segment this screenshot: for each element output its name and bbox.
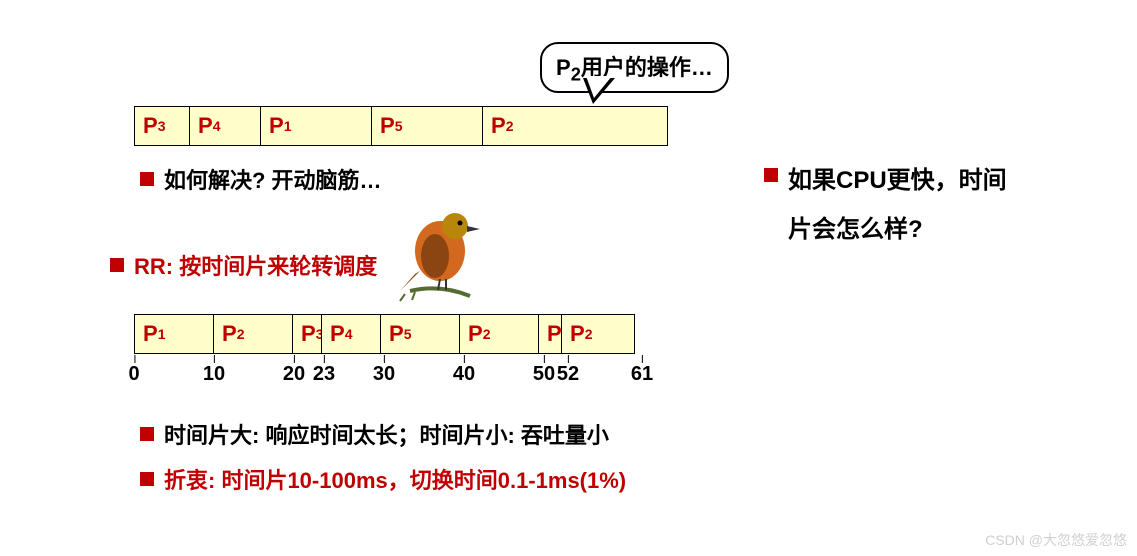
timeline-cell: P5 (371, 106, 483, 146)
speech-bubble-tail (583, 78, 615, 104)
bird-illustration (390, 196, 490, 306)
bullet-text: 时间片大: 响应时间太长；时间片小: 吞吐量小 (164, 418, 609, 450)
bullet-icon (140, 472, 154, 486)
bubble-text: P2用户的操作… (556, 55, 713, 80)
bullet-compromise: 折衷: 时间片10-100ms，切换时间0.1-1ms(1%) (140, 463, 626, 495)
side-note: 如果CPU更快，时间 片会怎么样? (764, 160, 1007, 244)
tick-label: 52 (557, 363, 579, 386)
timeline-cell: P5 (538, 314, 562, 354)
tick-label: 10 (203, 363, 225, 386)
bullet-icon (140, 172, 154, 186)
bullet-text: RR: 按时间片来轮转调度 (134, 249, 377, 281)
timeline-fcfs: P3P4P1P5P2 (134, 106, 668, 146)
bullet-tradeoff: 时间片大: 响应时间太长；时间片小: 吞吐量小 (140, 418, 609, 450)
tick-label: 50 (533, 363, 555, 386)
bullet-icon (764, 168, 778, 182)
bullet-rr-heading: RR: 按时间片来轮转调度 (110, 249, 377, 281)
tick-label: 0 (128, 363, 139, 386)
bullet-text: 如何解决? 开动脑筋… (164, 163, 382, 195)
timeline-cell: P2 (482, 106, 668, 146)
watermark: CSDN @大忽悠爱忽悠 (985, 530, 1127, 550)
side-note-line1: 如果CPU更快，时间 (788, 160, 1007, 195)
bullet-text: 折衷: 时间片10-100ms，切换时间0.1-1ms(1%) (164, 463, 626, 495)
timeline-cell: P3 (292, 314, 322, 354)
bird-eye (458, 221, 463, 226)
tick-label: 61 (631, 363, 653, 386)
timeline-cell: P4 (321, 314, 381, 354)
branch-path (410, 288, 470, 296)
timeline-cell: P1 (134, 314, 214, 354)
bird-wing (421, 234, 449, 278)
speech-bubble: P2用户的操作… (540, 42, 729, 93)
timeline-cell: P1 (260, 106, 372, 146)
timeline-cell: P2 (561, 314, 635, 354)
bullet-how-to-solve: 如何解决? 开动脑筋… (140, 163, 382, 195)
bullet-icon (110, 258, 124, 272)
bullet-icon (140, 427, 154, 441)
slide-root: P2用户的操作… P3P4P1P5P2 如何解决? 开动脑筋… RR: 按时间片… (0, 0, 1137, 556)
timeline-cell: P5 (380, 314, 460, 354)
timeline-cell: P3 (134, 106, 190, 146)
tick-label: 30 (373, 363, 395, 386)
tick-label: 20 (283, 363, 305, 386)
tick-label: 23 (313, 363, 335, 386)
tick-label: 40 (453, 363, 475, 386)
timeline-cell: P2 (213, 314, 293, 354)
side-note-line2: 片会怎么样? (788, 209, 1007, 244)
timeline-rr: P1P2P3P4P5P2P5P2 (134, 314, 635, 354)
timeline-cell: P2 (459, 314, 539, 354)
timeline-cell: P4 (189, 106, 261, 146)
bird-beak (467, 226, 480, 232)
bird-head (442, 213, 468, 239)
